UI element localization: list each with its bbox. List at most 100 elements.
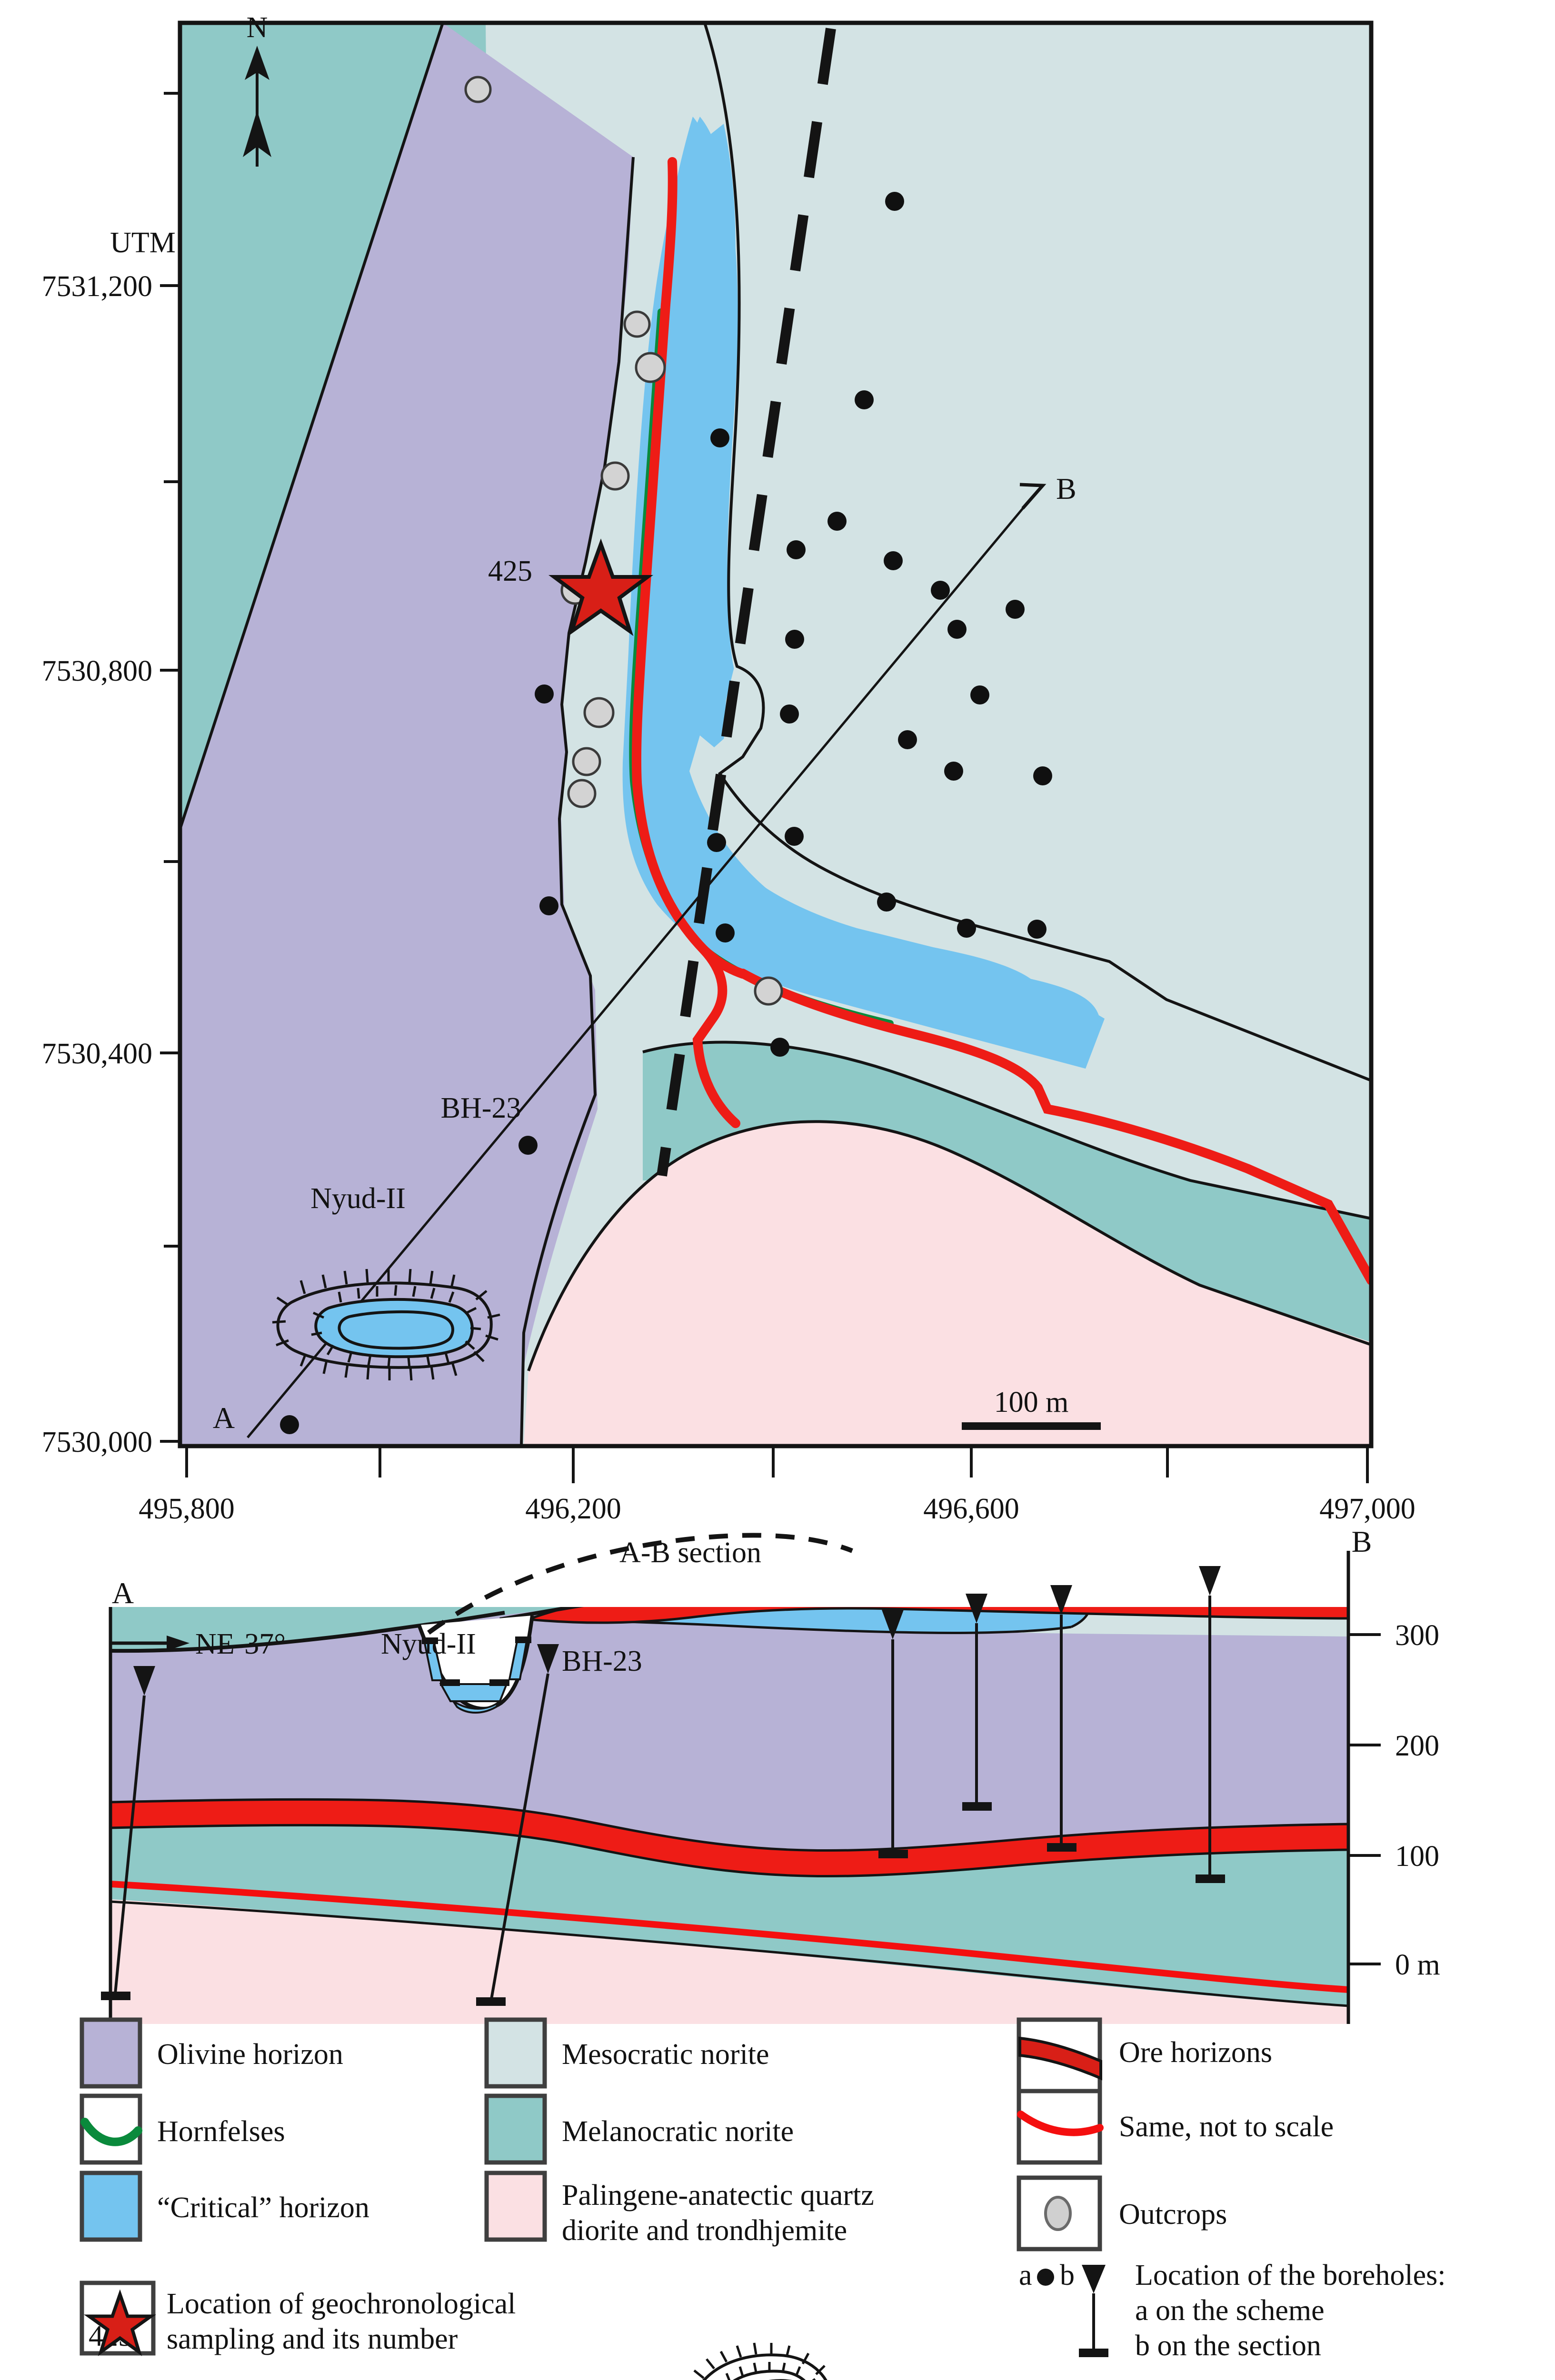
scale-bar: 100 m: [962, 1386, 1101, 1430]
legend-item-same-not-to-scale[interactable]: Same, not to scale: [1017, 2089, 1334, 2165]
legend-item-critical-horizon[interactable]: “Critical” horizon: [80, 2171, 369, 2242]
sec-dashed-projection: [427, 1533, 853, 1635]
map-y-axis: [160, 92, 180, 1443]
profile-b-label: B: [1056, 472, 1077, 506]
borehole-marker: [710, 428, 729, 447]
borehole-marker: [931, 581, 950, 600]
map-frame: [178, 20, 1374, 1448]
nyud-label-map: Nyud-II: [310, 1182, 406, 1215]
borehole-marker: [855, 390, 874, 409]
sec-borehole-3: [878, 1610, 908, 1858]
legend-item-palingene-anatectic[interactable]: Palingene-anatectic quartz diorite and t…: [484, 2171, 874, 2247]
ore-horizon-line-west: [631, 300, 740, 1128]
legend-label-olivine: Olivine horizon: [157, 2038, 343, 2071]
sec-surface-left: [110, 1611, 505, 1653]
borehole-marker: [1027, 920, 1047, 939]
borehole-markers-scheme: [280, 192, 1052, 1434]
borehole-marker: [518, 1136, 538, 1155]
outcrop-ellipse-icon: [1044, 2196, 1072, 2231]
legend-item-hornfelses[interactable]: Hornfelses: [80, 2093, 285, 2165]
borehole-foot-icon: [1079, 2349, 1108, 2357]
map-panel: N 425 BH-23 Nyud-II A B 100 m UTM 7531,2…: [42, 11, 1415, 1525]
outcrop-marker: [464, 76, 492, 103]
outcrop-marker: [567, 779, 597, 808]
legend-item-ore-horizons[interactable]: Ore horizons: [1017, 2017, 1272, 2093]
map-ytick-0: 7531,200: [42, 270, 153, 303]
contact-palingene-top: [527, 1120, 1371, 1371]
sec-borehole-2: [476, 1644, 559, 2006]
sec-borehole-5: [1047, 1585, 1077, 1852]
sec-azimuth-arrow: [111, 1636, 189, 1651]
borehole-marker: [944, 762, 963, 781]
borehole-marker: [539, 896, 558, 915]
legend-item-boreholes[interactable]: a b Location of the boreholes: a on the …: [1019, 2259, 1446, 2362]
legend-item-mesocratic-norite[interactable]: Mesocratic norite: [484, 2017, 769, 2089]
legend-item-olivine-horizon[interactable]: Olivine horizon: [80, 2017, 343, 2089]
sec-azimuth-label: NE-37°: [195, 1628, 286, 1660]
ore-horizon-top: [661, 157, 678, 309]
legend-label-melanocratic: Melanocratic norite: [562, 2115, 794, 2148]
legend-borehole-line3: b on the section: [1135, 2330, 1321, 2362]
scale-bar-label: 100 m: [994, 1386, 1069, 1418]
thin-ore-line-icon: [1017, 2111, 1104, 2136]
borehole-marker: [787, 540, 806, 559]
utm-axis-label: UTM: [110, 227, 176, 259]
sec-borehole-6: [1196, 1566, 1225, 1883]
sec-borehole-1: [101, 1666, 155, 2000]
legend-label-hornfelses: Hornfelses: [157, 2115, 285, 2148]
geochron-star-map: [548, 538, 654, 636]
sec-palingene: [110, 1899, 1348, 2024]
borehole-marker: [970, 685, 989, 704]
unit-olivine-south: [180, 809, 598, 1446]
legend-label-palingene-1: Palingene-anatectic quartz: [562, 2179, 874, 2211]
outcrop-marker: [572, 747, 601, 776]
profile-a-label: A: [213, 1401, 235, 1435]
sec-ore-lower: [110, 1798, 1348, 1878]
outcrop-marker: [623, 310, 651, 338]
unit-mesocratic-wedge: [705, 23, 1371, 1076]
sec-elev-3: 0 m: [1395, 1949, 1440, 1981]
sec-elev-0: 300: [1395, 1619, 1439, 1652]
borehole-dot-icon: [1037, 2269, 1054, 2286]
sec-thin-ore-line: [110, 1881, 1348, 1993]
sec-ore-upper: [528, 1607, 1348, 1624]
map-geology: [180, 23, 1371, 1446]
legend-label-mesocratic: Mesocratic norite: [562, 2038, 769, 2071]
legend-borehole-key-a: a: [1019, 2259, 1032, 2291]
north-arrow: N: [243, 11, 271, 167]
borehole-marker: [785, 630, 804, 649]
ore-horizon-line-east: [738, 969, 1371, 1285]
map-ytick-2: 7530,400: [42, 1038, 153, 1070]
legend-panel: Olivine horizon Hornfelses “Critical” ho…: [80, 2017, 1446, 2380]
borehole-marker: [535, 684, 554, 704]
legend-label-same: Same, not to scale: [1119, 2111, 1334, 2143]
borehole-marker: [1006, 600, 1025, 619]
borehole-marker: [707, 833, 726, 852]
borehole-marker: [877, 892, 896, 912]
map-x-axis: [185, 1446, 1369, 1483]
contact-mela-olivine: [180, 23, 444, 830]
outcrop-marker: [754, 976, 783, 1006]
section-title: A-B section: [619, 1537, 761, 1569]
unit-palingene: [524, 1121, 1371, 1446]
map-xtick-3: 497,000: [1319, 1493, 1415, 1525]
sec-olivine: [110, 1607, 1348, 1852]
legend-item-melanocratic-norite[interactable]: Melanocratic norite: [484, 2093, 794, 2165]
legend-geochron-line2: sampling and its number: [167, 2323, 458, 2355]
legend-item-geochron-sampling[interactable]: 425 Location of geochronological samplin…: [80, 2281, 516, 2356]
contact-mesocratic-critical: [703, 23, 1371, 1082]
borehole-marker: [947, 620, 967, 639]
profile-arrow-b: [1019, 483, 1047, 510]
borehole-marker: [884, 551, 903, 570]
sec-elev-2: 100: [1395, 1840, 1439, 1873]
legend-borehole-key-b: b: [1060, 2259, 1075, 2291]
map-ytick-1: 7530,800: [42, 655, 153, 687]
sec-elev-ticks: [1348, 1633, 1381, 1965]
legend-item-open-pit[interactable]: Open pit of the Nyud-II deposit: [684, 2342, 1225, 2380]
legend-borehole-line2: a on the scheme: [1135, 2294, 1325, 2327]
legend-item-outcrops[interactable]: Outcrops: [1017, 2175, 1227, 2251]
legend-label-ore: Ore horizons: [1119, 2036, 1272, 2069]
cross-section-panel: 300 200 100 0 m A NE-37° Nyud-II BH-23: [101, 1533, 1440, 2024]
contact-olivine-east: [520, 157, 635, 1446]
